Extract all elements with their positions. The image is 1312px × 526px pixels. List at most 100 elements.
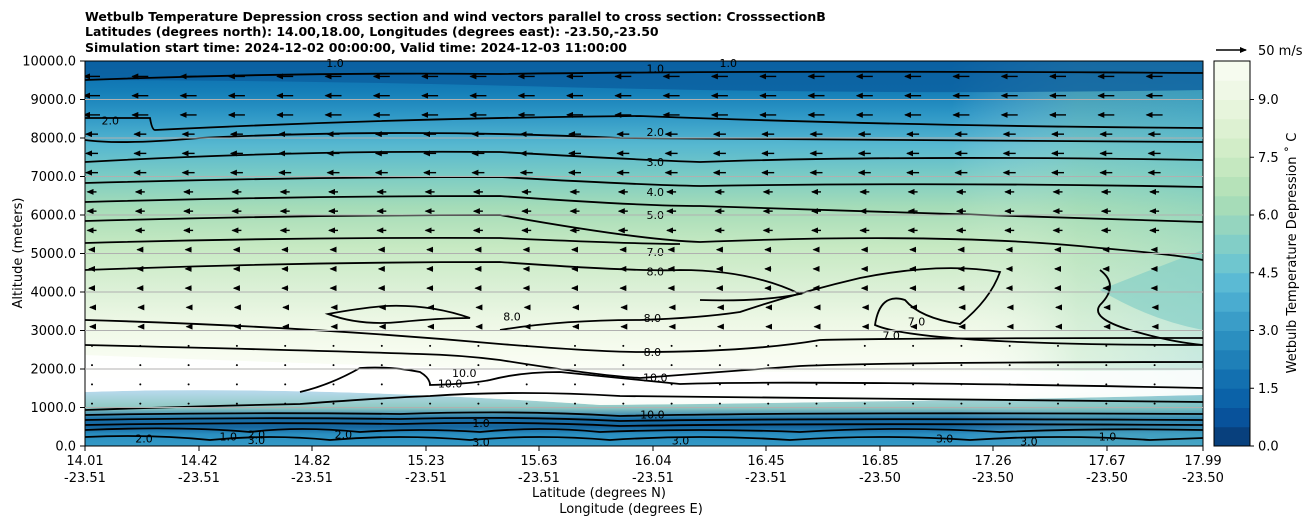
contour-label: 3.0 — [936, 432, 954, 445]
colorbar-segment — [1214, 272, 1250, 293]
x-tick-label-lat: 15.23 — [407, 454, 444, 469]
wind-vector — [622, 344, 625, 347]
wind-vector — [1057, 344, 1059, 347]
wind-vector — [1105, 364, 1108, 367]
x-tick-label-lon: -23.51 — [291, 471, 333, 486]
wind-vector — [429, 344, 432, 347]
wind-vector — [622, 364, 625, 367]
colorbar-segment — [1214, 330, 1250, 351]
wind-vector — [477, 383, 480, 386]
contour-label: 7.0 — [908, 315, 926, 328]
wind-vector — [187, 344, 190, 347]
x-tick-label-lon: -23.51 — [632, 471, 674, 486]
contour-label: 1.0 — [646, 63, 664, 76]
x-tick-label-lat: 14.01 — [66, 454, 103, 469]
wind-vector — [525, 383, 528, 386]
contour-4-0 — [85, 176, 1203, 188]
contour-label: 3.0 — [1020, 435, 1038, 448]
contour-label: 1.0 — [220, 430, 238, 443]
wind-vector — [139, 364, 142, 367]
colorbar-segment — [1214, 407, 1250, 428]
contour-label: 2.0 — [135, 432, 153, 445]
contour-label: 8.0 — [644, 312, 662, 325]
y-tick-label: 8000.0 — [31, 132, 77, 147]
colorbar-segment — [1214, 253, 1250, 274]
x-tick-label-lat: 17.26 — [974, 454, 1011, 469]
contour-label: 3.0 — [646, 156, 664, 169]
contour-label: 7.0 — [882, 330, 900, 343]
colorbar-tick-label: 7.5 — [1258, 151, 1279, 166]
wind-vector — [477, 344, 480, 347]
wind-vector — [622, 383, 625, 386]
wind-vector — [1057, 402, 1059, 405]
wind-vector — [91, 383, 93, 386]
colorbar: 0.0 1.5 3.0 4.5 6.0 7.5 9.0 — [1213, 60, 1279, 455]
x-tick-label-lon: -23.51 — [745, 471, 787, 486]
colorbar-tick-label: 1.5 — [1258, 382, 1279, 397]
wind-vector — [767, 402, 770, 405]
contour-label: 3.0 — [472, 436, 490, 449]
wind-vector — [815, 402, 818, 405]
y-tick-label: 10000.0 — [22, 55, 76, 70]
wind-vector — [960, 344, 963, 347]
wind-vector — [718, 344, 721, 347]
wind-vector — [912, 402, 915, 405]
contour-2-0-a — [85, 115, 1203, 131]
contour-3-0 — [85, 150, 1203, 163]
wind-vector — [718, 364, 721, 367]
wind-vector — [139, 402, 142, 405]
contour-label: 7.0 — [646, 246, 664, 259]
wind-vector — [284, 344, 287, 347]
colorbar-segment — [1214, 388, 1250, 408]
colorbar-tick-label: 3.0 — [1258, 324, 1279, 339]
wind-vector — [235, 364, 238, 367]
contour-8-0-c — [499, 267, 1203, 346]
wind-vector — [477, 402, 480, 405]
contour-8-0-b — [324, 304, 471, 324]
wind-vector — [1105, 344, 1108, 347]
wind-vector — [1153, 383, 1156, 386]
wind-vector — [235, 344, 238, 347]
x-axis: 14.01 -23.51 14.42 -23.51 14.82 -23.51 15.23 -2… — [64, 446, 1224, 486]
wind-vector — [380, 383, 383, 386]
wind-vector — [622, 402, 625, 405]
contour-1-0-top — [85, 70, 1203, 81]
x-tick-label-lat: 14.82 — [293, 454, 330, 469]
contour-label: 2.0 — [248, 428, 266, 441]
contour-label: 2.0 — [646, 126, 664, 139]
colorbar-tick-label: 9.0 — [1258, 93, 1279, 108]
y-tick-label: 3000.0 — [31, 324, 77, 339]
colorbar-segment — [1214, 118, 1250, 139]
wind-vector — [380, 402, 383, 405]
y-tick-label: 7000.0 — [31, 170, 77, 185]
wind-vector — [332, 402, 335, 405]
wind-vector — [380, 364, 383, 367]
wind-vector — [525, 402, 528, 405]
y-axis-label: Altitude (meters) — [11, 198, 26, 309]
contour-label: 1.0 — [1099, 430, 1117, 443]
wind-vector — [815, 344, 818, 347]
contour-label: 10.0 — [643, 371, 668, 384]
colorbar-segment — [1214, 426, 1250, 447]
contour-label: 3.0 — [248, 434, 266, 447]
contour-10-0-b — [299, 366, 1203, 393]
wind-vector — [670, 364, 673, 367]
wind-vector — [429, 364, 432, 367]
contour-2-0-b — [85, 132, 1203, 143]
wind-vector — [912, 344, 915, 347]
wind-vector — [429, 402, 432, 405]
wind-vector — [815, 383, 818, 386]
contour-low-2 — [85, 416, 1203, 422]
wind-vector — [1153, 364, 1156, 367]
x-tick-label-lon: -23.50 — [859, 471, 901, 486]
y-tick-label: 5000.0 — [31, 247, 77, 262]
contour-low-5 — [85, 435, 1203, 441]
x-tick-label-lon: -23.50 — [1086, 471, 1128, 486]
wind-vector — [187, 402, 190, 405]
wind-vector — [91, 402, 93, 405]
wind-vector — [574, 344, 576, 347]
wind-vector — [1105, 402, 1108, 405]
y-tick-label: 0.0 — [55, 440, 76, 455]
contour-label: 2.0 — [335, 428, 353, 441]
wind-vector — [670, 344, 673, 347]
